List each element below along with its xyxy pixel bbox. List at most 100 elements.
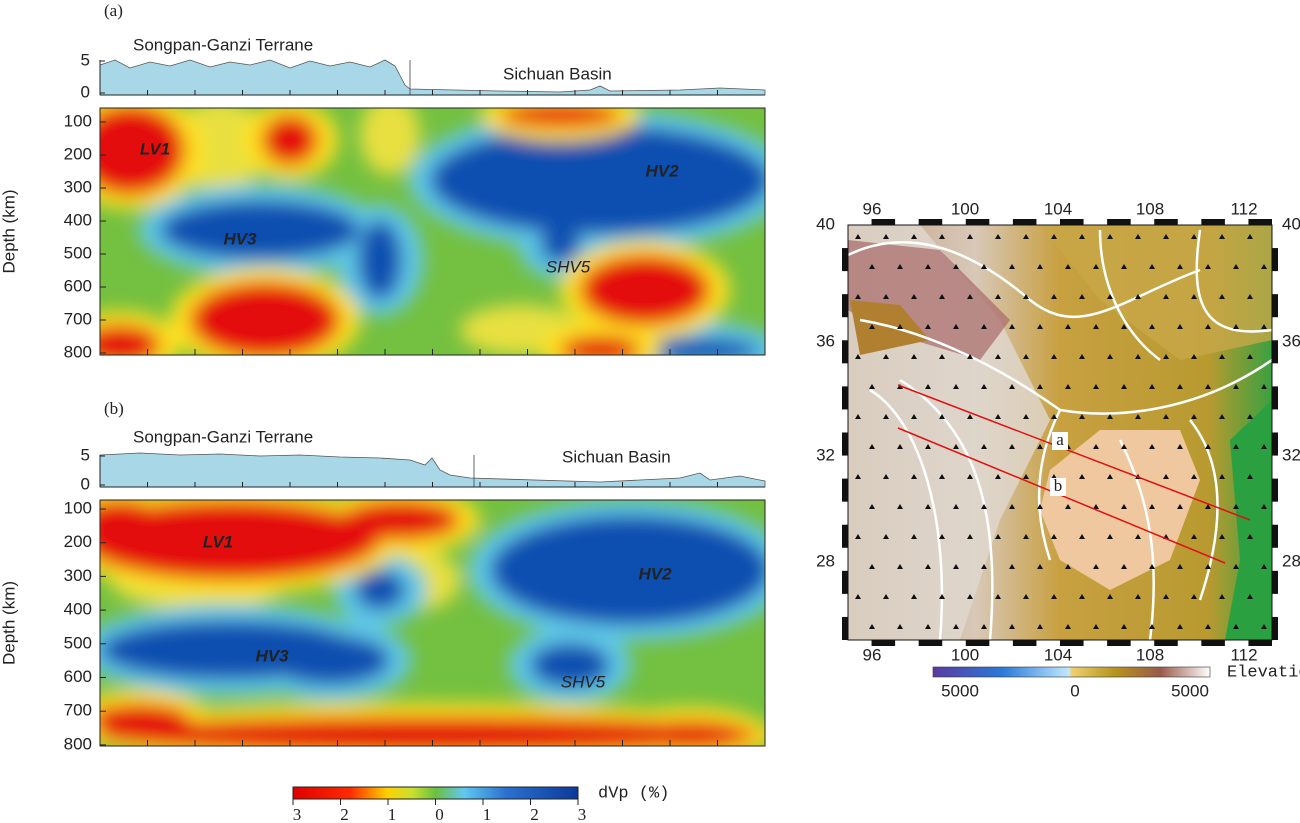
anomaly-label: HV3 — [255, 646, 289, 665]
station — [1023, 474, 1029, 479]
station — [981, 264, 987, 269]
station — [1121, 564, 1127, 569]
colorbar-label: 0 — [435, 805, 444, 823]
depth-tick-label: 300 — [64, 177, 92, 196]
station — [1191, 414, 1197, 419]
frame-tick — [1272, 432, 1278, 456]
elevation-label: 5000 — [1171, 681, 1209, 700]
station — [1261, 504, 1267, 509]
station — [1037, 564, 1043, 569]
station — [1107, 234, 1113, 239]
station — [1177, 564, 1183, 569]
station — [1079, 234, 1085, 239]
hot-blob — [560, 336, 640, 355]
topo-tick-label: 0 — [81, 82, 90, 101]
anomaly-label: LV1 — [140, 139, 170, 158]
frame-tick — [1060, 219, 1084, 225]
depth-tick-label: 400 — [64, 600, 92, 619]
station — [1051, 354, 1057, 359]
station — [1051, 594, 1057, 599]
cold-blob — [530, 643, 610, 687]
station — [911, 534, 917, 539]
frame-tick — [1272, 616, 1278, 640]
station — [1205, 324, 1211, 329]
lat-label: 32 — [816, 445, 835, 464]
station — [939, 294, 945, 299]
station — [939, 594, 945, 599]
station — [1093, 504, 1099, 509]
station — [1163, 354, 1169, 359]
depth-tick-label: 400 — [64, 210, 92, 229]
frame-tick — [1060, 640, 1084, 646]
frame-tick — [1154, 640, 1178, 646]
station — [1247, 234, 1253, 239]
station — [981, 624, 987, 629]
depth-tick-label: 800 — [64, 734, 92, 753]
station — [995, 234, 1001, 239]
hot-blob — [500, 108, 620, 127]
profile-line — [897, 384, 1251, 521]
station — [939, 414, 945, 419]
lon-label: 104 — [1044, 199, 1072, 218]
hot-blob — [100, 717, 760, 746]
station — [897, 444, 903, 449]
frame-tick — [842, 386, 848, 410]
region-label: Songpan-Ganzi Terrane — [133, 35, 313, 54]
station — [1163, 234, 1169, 239]
station — [1135, 594, 1141, 599]
hot-blob — [100, 325, 160, 355]
station — [953, 384, 959, 389]
station — [897, 264, 903, 269]
depth-tick-label: 600 — [64, 276, 92, 295]
frame-tick — [1248, 219, 1272, 225]
north-plain — [1040, 225, 1272, 360]
cold-blob — [490, 515, 765, 625]
station — [1205, 504, 1211, 509]
station — [1079, 294, 1085, 299]
lon-label: 96 — [863, 199, 882, 218]
station — [1037, 444, 1043, 449]
depth-tick-label: 600 — [64, 667, 92, 686]
region-label: Songpan-Ganzi Terrane — [133, 427, 313, 446]
station — [1079, 414, 1085, 419]
station — [1065, 624, 1071, 629]
station — [1261, 384, 1267, 389]
station — [1219, 294, 1225, 299]
anomalies — [100, 500, 765, 746]
station — [869, 504, 875, 509]
frame-tick — [842, 570, 848, 594]
station — [1177, 324, 1183, 329]
station — [925, 444, 931, 449]
frame-tick — [1272, 524, 1278, 548]
fault-line — [1195, 229, 1272, 333]
lon-label: 100 — [951, 645, 979, 664]
colorbar-label: 1 — [388, 805, 397, 823]
lat-label: 40 — [1282, 214, 1300, 233]
region-label: Sichuan Basin — [503, 64, 612, 83]
frame-tick — [842, 294, 848, 318]
station — [995, 534, 1001, 539]
cold-blob — [358, 220, 402, 300]
station — [1191, 594, 1197, 599]
station — [981, 324, 987, 329]
station — [1079, 594, 1085, 599]
panel-label: (b) — [104, 399, 124, 418]
depth-tick-label: 700 — [64, 701, 92, 720]
anomaly-label: SHV5 — [561, 672, 606, 691]
fault-line — [1189, 419, 1219, 601]
hot-blob — [262, 115, 318, 165]
station — [883, 294, 889, 299]
station — [995, 474, 1001, 479]
station — [1037, 504, 1043, 509]
profile-label: a — [1056, 430, 1064, 449]
frame-tick — [871, 640, 896, 646]
station — [855, 234, 861, 239]
station — [967, 594, 973, 599]
station — [1191, 354, 1197, 359]
sichuan-basin — [1040, 430, 1200, 590]
topography — [99, 59, 766, 96]
station — [1093, 444, 1099, 449]
station — [869, 564, 875, 569]
station — [981, 564, 987, 569]
station — [1065, 564, 1071, 569]
